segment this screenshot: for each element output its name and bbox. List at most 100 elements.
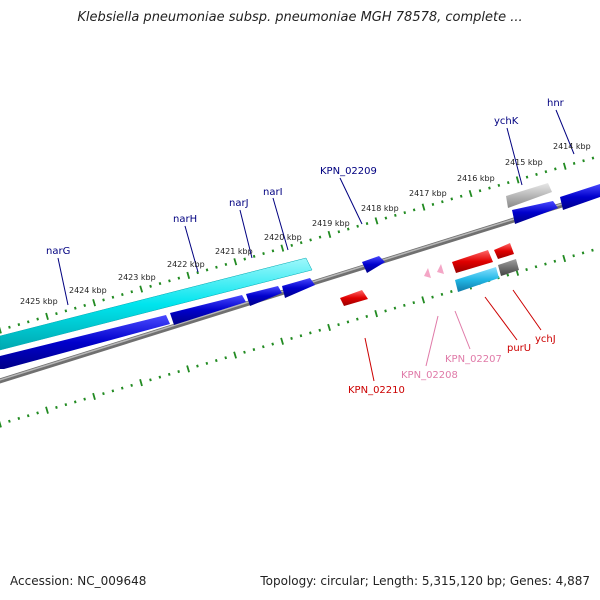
inner-ring-minor-tick: [290, 336, 293, 340]
forward-strand-features: [0, 183, 600, 369]
inner-ring-minor-tick: [553, 259, 557, 263]
inner-ring-minor-tick: [120, 386, 124, 390]
outer-ring-minor-tick: [130, 290, 134, 294]
outer-ring-minor-tick: [262, 252, 265, 256]
leader-KPN_02207: [454, 310, 471, 350]
gene-narI-arrow[interactable]: [282, 278, 315, 298]
outer-tick-ring: [0, 156, 595, 334]
inner-ring-minor-tick: [299, 334, 303, 338]
gene-ychJ-arrow[interactable]: [498, 259, 519, 276]
inner-ring-minor-tick: [205, 361, 209, 365]
outer-ring-major-tick: [233, 258, 238, 266]
outer-ring-minor-tick: [525, 175, 529, 179]
outer-ring-minor-tick: [299, 241, 303, 245]
gene-narG-arrow[interactable]: [0, 315, 170, 369]
inner-ring-minor-tick: [17, 416, 21, 421]
outer-ring-minor-tick: [149, 284, 152, 288]
inner-ring-minor-tick: [149, 378, 152, 382]
leader-KPN_02210: [364, 337, 375, 382]
cds-band: [0, 257, 313, 351]
outer-ring-minor-tick: [55, 312, 58, 316]
gene-label-KPN_02207[interactable]: KPN_02207: [445, 354, 502, 365]
inner-ring-minor-tick: [130, 383, 133, 387]
gene-label-ychK[interactable]: ychK: [494, 116, 519, 127]
gene-label-purU[interactable]: purU: [507, 343, 531, 354]
outer-ring-major-tick: [186, 271, 191, 280]
gene-label-narI[interactable]: narI: [263, 187, 283, 198]
outer-ring-minor-tick: [394, 213, 397, 217]
inner-ring-minor-tick: [591, 248, 594, 252]
gene-label-KPN_02208[interactable]: KPN_02208: [401, 370, 458, 381]
outer-ring-minor-tick: [121, 293, 124, 297]
gene-KPN_02208-arrow[interactable]: [424, 268, 431, 278]
inner-ring-minor-tick: [8, 419, 11, 423]
gene-label-hnr[interactable]: hnr: [547, 98, 565, 109]
inner-ring-minor-tick: [177, 370, 180, 374]
inner-ring-minor-tick: [83, 397, 86, 401]
inner-ring-major-tick: [280, 337, 284, 345]
gene-narJ-arrow[interactable]: [246, 286, 282, 306]
inner-ring-minor-tick: [111, 389, 115, 393]
gene-rna-arrow[interactable]: [455, 267, 499, 292]
inner-ring-minor-tick: [346, 320, 350, 324]
gene-red-small-arrow[interactable]: [494, 243, 514, 259]
outer-ring-minor-tick: [224, 262, 228, 267]
inner-ring-major-tick: [421, 296, 426, 304]
inner-ring-minor-tick: [36, 411, 39, 415]
gene-hypothetical-arrow[interactable]: [506, 183, 552, 208]
gene-label-KPN_02209[interactable]: KPN_02209: [320, 166, 377, 177]
inner-ring-minor-tick: [525, 267, 528, 272]
gene-narH-arrow[interactable]: [170, 295, 246, 325]
leader-ychK: [506, 127, 523, 186]
gene-KPN_02207-arrow[interactable]: [437, 264, 444, 274]
inner-ring-major-tick: [186, 365, 190, 373]
outer-ring-minor-tick: [36, 317, 39, 321]
inner-ring-minor-tick: [167, 372, 171, 376]
gene-label-narH[interactable]: narH: [173, 214, 197, 225]
gene-label-KPN_02210[interactable]: KPN_02210: [348, 385, 405, 396]
inner-ring-major-tick: [139, 379, 143, 387]
inner-ring-minor-tick: [214, 358, 218, 363]
outer-ring-major-tick: [0, 326, 2, 334]
outer-ring-major-tick: [92, 299, 96, 307]
inner-ring-minor-tick: [450, 290, 453, 294]
outer-ring-major-tick: [280, 244, 285, 252]
outer-ring-minor-tick: [356, 224, 359, 228]
gene-KPN_02209-arrow[interactable]: [362, 256, 385, 273]
inner-ring-minor-tick: [64, 403, 68, 407]
gene-ychK-arrow[interactable]: [512, 201, 558, 224]
outer-ring-major-tick: [374, 217, 379, 225]
inner-ring-minor-tick: [431, 295, 434, 299]
outer-ring-minor-tick: [488, 186, 491, 190]
outer-ring-minor-tick: [8, 325, 11, 329]
inner-ring-minor-tick: [102, 392, 105, 396]
gene-label-narJ[interactable]: narJ: [229, 198, 249, 209]
tick-labels: 2425 kbp 2424 kbp 2423 kbp 2422 kbp 2421…: [20, 142, 591, 306]
outer-ring-minor-tick: [497, 183, 501, 187]
outer-ring-major-tick: [515, 176, 520, 184]
tick-label-2414: 2414 kbp: [553, 142, 591, 151]
gene-labels: narG narH narJ narI KPN_02209 ychK hnr K…: [46, 98, 565, 396]
gene-label-ychJ[interactable]: ychJ: [535, 334, 556, 345]
outer-ring-minor-tick: [384, 216, 388, 220]
outer-ring-minor-tick: [73, 306, 77, 310]
leader-hnr: [555, 109, 575, 155]
inner-ring-minor-tick: [261, 345, 265, 349]
outer-ring-minor-tick: [572, 161, 576, 165]
gene-label-narG[interactable]: narG: [46, 246, 70, 257]
tick-label-2419: 2419 kbp: [312, 219, 350, 228]
inner-ring-minor-tick: [581, 251, 585, 255]
gene-hnr-arrow[interactable]: [560, 184, 600, 210]
outer-ring-minor-tick: [17, 323, 21, 327]
gene-purU-arrow[interactable]: [452, 250, 493, 273]
gene-KPN_02210-arrow[interactable]: [340, 290, 368, 306]
outer-ring-minor-tick: [158, 281, 162, 286]
outer-ring-minor-tick: [346, 227, 350, 231]
outer-ring-minor-tick: [290, 243, 294, 247]
inner-ring-minor-tick: [224, 356, 228, 360]
leader-narG: [57, 257, 69, 306]
outer-ring-minor-tick: [450, 197, 454, 201]
inner-ring-minor-tick: [506, 273, 510, 277]
outer-ring-minor-tick: [591, 156, 595, 160]
